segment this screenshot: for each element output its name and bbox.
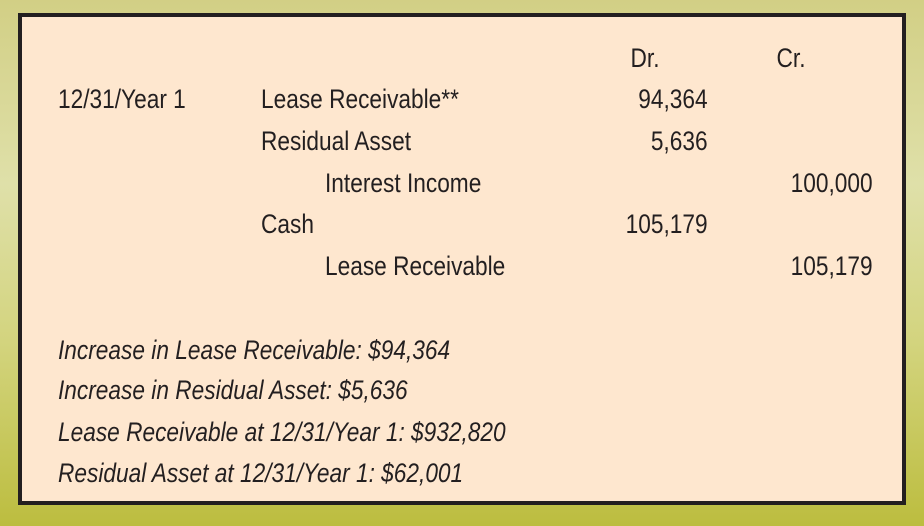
debit-amount: 105,179 — [626, 209, 708, 239]
debit-amount: 94,364 — [638, 84, 708, 114]
note-line: Increase in Lease Receivable: $94,364 — [58, 335, 451, 365]
note-line: Lease Receivable at 12/31/Year 1: $932,8… — [58, 417, 506, 447]
note-line: Increase in Residual Asset: $5,636 — [58, 375, 408, 405]
account-name: Interest Income — [325, 168, 482, 198]
account-name: Lease Receivable** — [261, 84, 459, 114]
credit-amount: 105,179 — [791, 251, 873, 281]
account-name: Lease Receivable — [325, 251, 506, 281]
account-name: Residual Asset — [261, 126, 412, 156]
note-line: Residual Asset at 12/31/Year 1: $62,001 — [58, 458, 464, 488]
account-name: Cash — [261, 209, 314, 239]
journal-entry-box — [18, 13, 906, 505]
cr-header: Cr. — [777, 43, 806, 73]
entry-date: 12/31/Year 1 — [58, 84, 186, 114]
debit-amount: 5,636 — [651, 126, 708, 156]
credit-amount: 100,000 — [791, 168, 873, 198]
dr-header: Dr. — [631, 43, 660, 73]
